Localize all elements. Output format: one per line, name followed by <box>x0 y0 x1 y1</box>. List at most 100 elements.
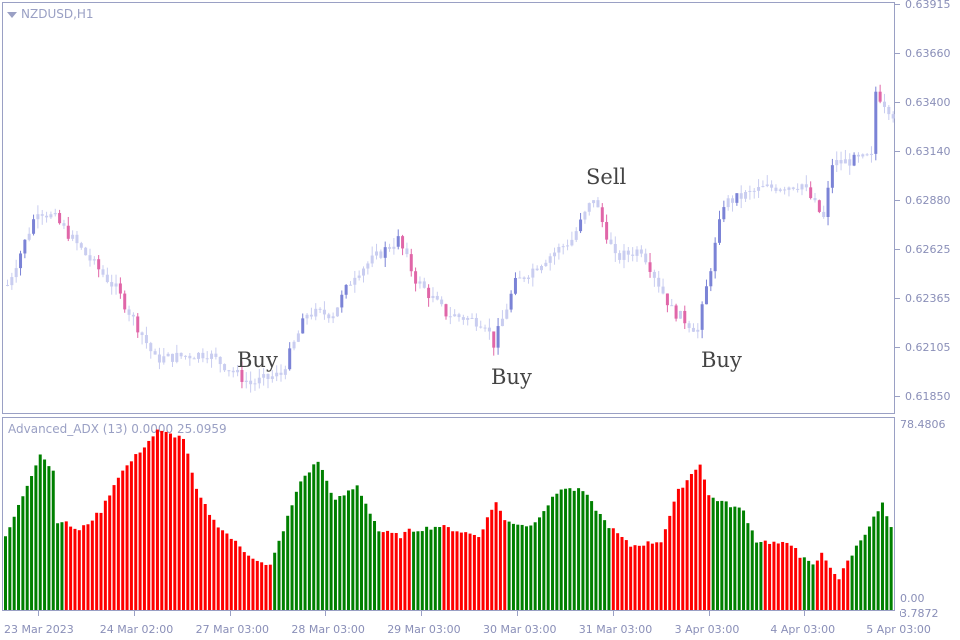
adx-bar <box>38 454 42 610</box>
time-axis-tick <box>38 611 39 616</box>
adx-bar <box>108 495 112 610</box>
candle-body <box>770 184 774 188</box>
candle-body <box>457 314 461 318</box>
adx-bar <box>433 526 437 610</box>
chart-symbol-title: NZDUSD,H1 <box>7 7 94 21</box>
candle-body <box>223 364 227 371</box>
adx-bar <box>138 452 142 610</box>
candle-body <box>318 308 322 310</box>
candle-body <box>704 286 708 305</box>
candle-body <box>396 236 400 247</box>
candle-body <box>887 106 891 115</box>
candle-body <box>409 254 413 272</box>
candle-body <box>579 219 583 232</box>
adx-bar <box>568 488 572 610</box>
adx-bar <box>429 529 433 610</box>
candle-body <box>257 377 261 384</box>
adx-bar <box>190 472 194 610</box>
candle-body <box>522 277 526 279</box>
candle-body <box>62 223 66 226</box>
candle-body <box>635 249 639 256</box>
candle-body <box>157 354 161 363</box>
adx-histogram <box>4 429 893 610</box>
adx-bar <box>346 490 350 610</box>
adx-bar <box>859 540 863 610</box>
candle-body <box>592 200 596 204</box>
adx-bar <box>325 480 329 610</box>
candle-body <box>618 253 622 260</box>
time-axis-label: 5 Apr 03:00 <box>866 623 931 636</box>
candle-body <box>45 215 49 218</box>
adx-bar <box>64 521 68 610</box>
adx-bar <box>86 524 90 610</box>
candle-body <box>518 277 522 279</box>
candle-body <box>548 256 552 263</box>
adx-bar <box>880 502 884 610</box>
adx-bar <box>21 496 25 610</box>
adx-bar <box>876 511 880 610</box>
candle-body <box>487 327 491 332</box>
adx-bar <box>889 527 893 610</box>
candle-body <box>149 343 153 352</box>
adx-bar <box>338 496 342 610</box>
candle-body <box>687 323 691 328</box>
adx-bar <box>559 489 563 610</box>
adx-bar <box>464 532 468 610</box>
price-axis-label: 0.62880 <box>905 194 951 207</box>
time-axis-label: 3 Apr 03:00 <box>674 623 740 636</box>
candle-body <box>36 214 40 220</box>
adx-bar <box>646 541 650 610</box>
adx-bar <box>820 552 824 610</box>
price-chart-panel[interactable]: NZDUSD,H1 <box>2 2 895 414</box>
adx-bar <box>43 459 47 610</box>
dropdown-triangle-icon[interactable] <box>7 11 17 18</box>
candle-body <box>791 187 795 189</box>
candle-body <box>609 239 613 244</box>
adx-bar <box>516 524 520 610</box>
adx-bar <box>772 541 776 610</box>
candle-body <box>279 372 283 375</box>
time-axis-label: 23 Mar 2023 <box>4 623 74 636</box>
candle-body <box>427 287 431 299</box>
candle-body <box>566 245 570 247</box>
candle-body <box>492 331 496 348</box>
adx-bar <box>416 531 420 610</box>
candle-body <box>852 154 856 166</box>
adx-bar <box>854 545 858 610</box>
adx-bar <box>173 437 177 610</box>
candle-body <box>136 316 140 333</box>
candle-body <box>839 160 843 164</box>
candle-body <box>670 305 674 307</box>
time-axis-tick <box>133 611 135 616</box>
adx-bar <box>746 523 750 610</box>
adx-bar <box>633 545 637 610</box>
candle-body <box>674 305 678 319</box>
candle-body <box>744 191 748 199</box>
adx-bar <box>286 515 290 610</box>
adx-bar <box>147 440 151 610</box>
adx-bar <box>742 510 746 610</box>
adx-bar <box>824 560 828 610</box>
candle-body <box>366 263 370 269</box>
candle-body <box>10 277 14 286</box>
adx-bar <box>73 528 77 610</box>
candle-body <box>444 304 448 317</box>
adx-bar <box>733 506 737 610</box>
price-axis-label: 0.62105 <box>905 341 951 354</box>
adx-bar <box>294 491 298 610</box>
price-axis-label: 0.63140 <box>905 145 951 158</box>
adx-bar <box>776 543 780 610</box>
candle-body <box>453 314 457 317</box>
price-axis-label: 0.62625 <box>905 243 951 256</box>
buy-annotation: Buy <box>237 348 278 372</box>
adx-indicator-panel[interactable]: Advanced_ADX (13) 0.0000 25.0959 <box>2 417 895 611</box>
candle-body <box>856 154 860 157</box>
candle-body <box>240 369 244 382</box>
candle-body <box>270 376 274 379</box>
candle-body <box>344 284 348 295</box>
candle-body <box>49 214 53 218</box>
candle-body <box>596 200 600 208</box>
time-axis-label: 28 Mar 03:00 <box>291 623 365 636</box>
adx-bar <box>394 532 398 610</box>
candle-body <box>14 268 18 278</box>
